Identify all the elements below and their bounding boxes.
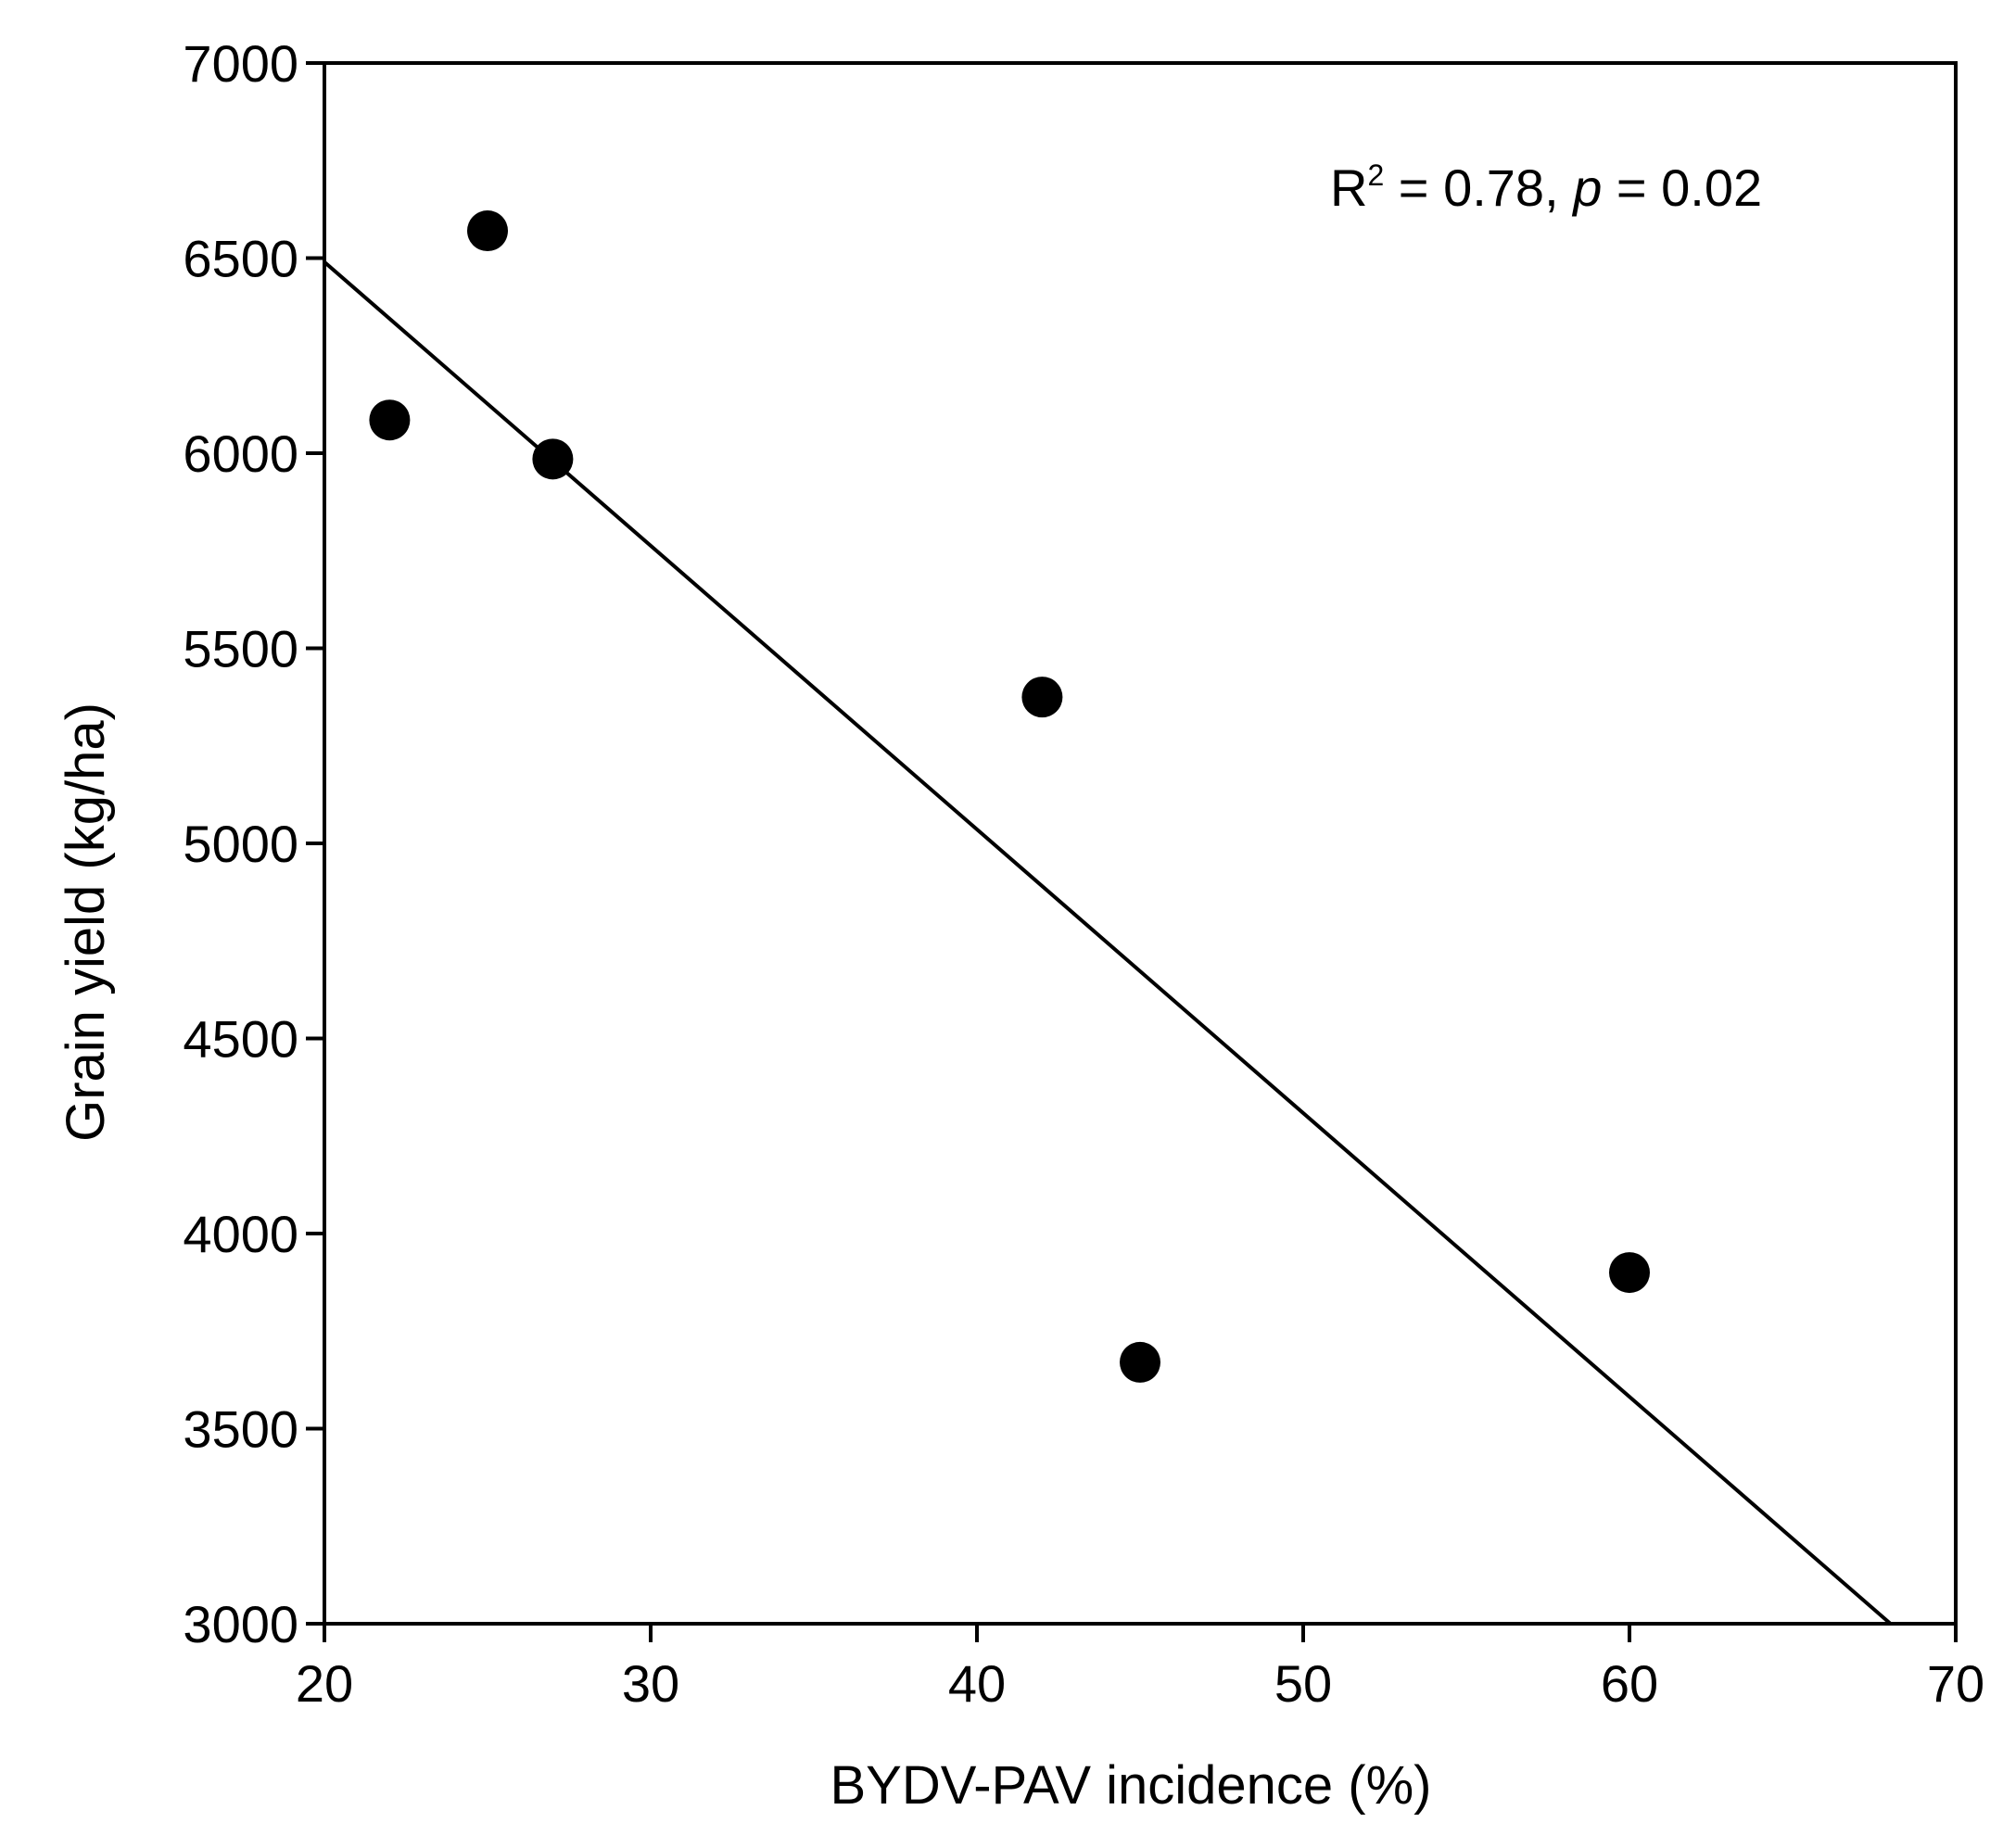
y-tick-label: 4000 <box>183 1205 298 1263</box>
x-tick-label: 50 <box>1274 1654 1332 1713</box>
y-tick-label: 5500 <box>183 620 298 678</box>
p-symbol: p <box>1571 158 1602 217</box>
y-tick-label: 5000 <box>183 815 298 873</box>
data-point <box>1120 1341 1160 1383</box>
data-points <box>369 210 1650 1383</box>
y-tick-label: 4500 <box>183 1010 298 1069</box>
y-tick-label: 3500 <box>183 1400 298 1459</box>
y-axis-title: Grain yield (kg/ha) <box>56 702 116 1142</box>
plot-border <box>323 61 1958 1626</box>
plot-frame <box>323 61 1958 1626</box>
data-point <box>1021 677 1063 718</box>
data-point <box>369 399 411 441</box>
y-tick-label: 6500 <box>183 230 298 288</box>
r-value: = 0.78, <box>1384 158 1573 217</box>
x-axis-title: BYDV-PAV incidence (%) <box>830 1755 1432 1816</box>
y-axis: 3000 3500 4000 4500 5000 5500 6000 6500 7000 <box>183 34 324 1653</box>
data-point <box>532 438 574 480</box>
data-point <box>1609 1252 1650 1294</box>
x-tick-label: 70 <box>1927 1654 1984 1713</box>
x-tick-label: 30 <box>622 1654 679 1713</box>
regression-annotation: R2 = 0.78, p = 0.02 <box>1330 158 1762 217</box>
x-tick-label: 40 <box>948 1654 1006 1713</box>
y-tick-label: 3000 <box>183 1595 298 1653</box>
y-tick-label: 7000 <box>183 34 298 93</box>
p-value: = 0.02 <box>1602 158 1762 217</box>
r-superscript: 2 <box>1367 158 1384 192</box>
x-axis: 20 30 40 50 60 70 <box>296 1624 1984 1713</box>
r-symbol: R <box>1330 158 1367 217</box>
data-point <box>467 210 508 252</box>
trendline-group <box>323 260 1892 1626</box>
y-tick-label: 6000 <box>183 424 298 483</box>
x-tick-label: 60 <box>1601 1654 1658 1713</box>
regression-line <box>323 260 1892 1626</box>
x-tick-label: 20 <box>296 1654 353 1713</box>
